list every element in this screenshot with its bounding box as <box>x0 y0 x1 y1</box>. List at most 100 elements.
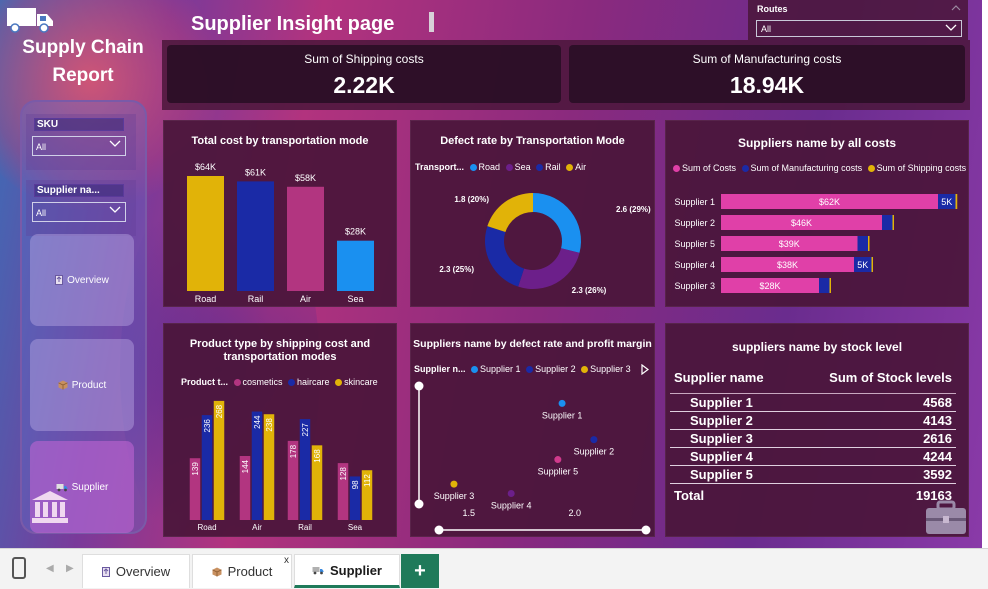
legend-cosmetics: cosmetics <box>242 377 283 387</box>
page-title: Supplier Insight page <box>191 13 395 35</box>
legend-costs-dot <box>673 165 680 172</box>
x-range-slider-handle-left <box>434 525 444 535</box>
stock-col-levels[interactable]: Sum of Stock levels <box>792 366 956 394</box>
table-row: Supplier 2 4143 <box>670 411 956 430</box>
tab-overview[interactable]: Overview <box>82 554 190 588</box>
legend-manufacturing: Sum of Manufacturing costs <box>750 163 863 173</box>
nav-product-button[interactable]: Product <box>30 339 134 431</box>
scatter-point-supplier-4 <box>507 489 515 497</box>
stock-level-value: 4143 <box>792 411 956 430</box>
kpi-manufacturing-label: Sum of Manufacturing costs <box>692 52 842 66</box>
chevron-down-icon <box>109 206 121 213</box>
supplier-select[interactable]: All <box>32 202 126 222</box>
mobile-layout-icon[interactable] <box>12 557 26 579</box>
bar-value-label: $58K <box>295 173 316 183</box>
bar-haircare <box>349 476 361 520</box>
bar-segment-sum-of-manufacturing-costs <box>819 278 830 293</box>
legend-supplier2: Supplier 2 <box>535 364 576 374</box>
table-row: Supplier 5 3592 <box>670 465 956 484</box>
truck-small-icon <box>312 566 324 574</box>
bar-sea <box>337 240 374 291</box>
package-icon <box>58 380 68 390</box>
table-total-row: Total 19163 <box>670 484 956 505</box>
stock-level-value: 2616 <box>792 429 956 448</box>
stock-supplier-name: Supplier 2 <box>670 411 793 430</box>
bar-segment-sum-of-costs <box>721 278 819 293</box>
legend-sea-dot <box>505 164 513 171</box>
legend-supplier2-dot <box>526 366 534 373</box>
scatter-point-label: Supplier 2 <box>574 447 615 457</box>
routes-slicer[interactable]: Routes All <box>748 0 968 40</box>
bar-cosmetics <box>239 456 251 520</box>
routes-select[interactable]: All <box>756 20 962 37</box>
legend-supplier1-dot <box>471 366 479 373</box>
sku-select[interactable]: All <box>32 136 126 156</box>
bar-value-label: 112 <box>363 474 372 487</box>
legend-haircare: haircare <box>297 377 330 387</box>
bar-value-label: $38K <box>777 260 798 270</box>
x-tick-label: Air <box>252 523 262 532</box>
nav-supplier-button[interactable]: Supplier <box>30 441 134 533</box>
bar-value-label: $61K <box>245 167 266 177</box>
sku-slicer-label: SKU <box>34 118 124 131</box>
truck-icon <box>7 8 53 33</box>
supplier-slicer[interactable]: Supplier na... All <box>26 180 136 236</box>
bar-cosmetics <box>189 458 201 520</box>
kpi-manufacturing-value: 18.94K <box>729 72 805 98</box>
legend-next-icon[interactable] <box>641 364 649 375</box>
nav-overview-button[interactable]: Overview <box>30 234 134 326</box>
chevron-down-icon <box>109 140 121 147</box>
bar-value-label: $46K <box>791 218 812 228</box>
product-type-chart-panel: Product type by shipping cost and transp… <box>163 323 397 537</box>
tab-scroll-right-icon[interactable]: ▶ <box>66 563 74 574</box>
scatter-point-label: Supplier 1 <box>542 410 583 420</box>
product-type-legend: Product t... cosmetics haircare skincare <box>181 377 378 387</box>
bar-value-label: 168 <box>313 449 322 463</box>
tab-scroll-left-icon[interactable]: ◀ <box>46 563 54 574</box>
legend-manufacturing-dot <box>741 165 749 172</box>
stock-table-title: suppliers name by stock level <box>731 340 903 354</box>
stock-total-label: Total <box>674 488 705 503</box>
bar-segment-sum-of-costs <box>721 215 882 230</box>
legend-supplier1: Supplier 1 <box>480 364 521 374</box>
x-range-slider-handle-right <box>641 525 651 535</box>
legend-skincare-dot <box>335 379 343 386</box>
all-costs-chart-panel: Suppliers name by all costs Sum of Costs… <box>665 120 969 307</box>
truck-small-icon <box>56 483 68 491</box>
scatter-point-label: Supplier 5 <box>538 467 579 477</box>
y-tick-label: Supplier 4 <box>674 260 715 270</box>
bar-segment-sum-of-manufacturing-costs <box>882 215 893 230</box>
legend-sea: Sea <box>514 162 531 172</box>
x-tick-label: 1.5 <box>463 508 476 518</box>
briefcase-icon <box>926 500 966 534</box>
bar-value-label: 236 <box>203 419 212 433</box>
defect-profit-scatter[interactable]: 1.5 2.0 Supplier 1 Supplier 2 Supplier 5 Supp… <box>411 324 656 538</box>
add-page-button[interactable]: + <box>401 554 439 588</box>
stock-level-value: 3592 <box>792 465 956 484</box>
sku-slicer[interactable]: SKU All <box>26 114 136 170</box>
all-costs-chart-title: Suppliers name by all costs <box>737 136 897 150</box>
bar-value-label: 238 <box>265 418 274 432</box>
legend-air-dot <box>566 164 574 171</box>
nav-supplier-label: Supplier <box>71 481 109 493</box>
bar-cosmetics <box>287 440 299 520</box>
tab-product[interactable]: Product <box>192 554 292 588</box>
defect-rate-legend: Transport... Road Sea Rail Air <box>415 162 586 172</box>
donut-slice-label: 2.3 (25%) <box>439 265 474 274</box>
bar-segment-sum-of-manufacturing-costs <box>854 257 872 272</box>
stock-col-supplier[interactable]: Supplier name <box>670 366 793 394</box>
bar-value-label: $62K <box>819 197 840 207</box>
transport-cost-chart: $64K Road $61K Rail $58K Air $28K Sea <box>187 162 374 304</box>
bar-haircare <box>251 411 263 520</box>
tab-product-label: Product <box>227 564 273 579</box>
table-row: Supplier 3 2616 <box>670 429 956 448</box>
table-row: Supplier 1 4568 <box>670 393 956 412</box>
tab-supplier[interactable]: Supplier <box>294 554 400 588</box>
bar-segment-sum-of-manufacturing-costs <box>938 194 956 209</box>
bar-segment-sum-of-costs <box>721 257 854 272</box>
close-tab-icon[interactable]: x <box>284 555 289 566</box>
x-tick-label: Air <box>300 294 311 304</box>
bar-value-label: $28K <box>345 227 366 237</box>
bar-value-label: 227 <box>301 423 310 437</box>
chevron-up-icon[interactable] <box>951 4 961 12</box>
